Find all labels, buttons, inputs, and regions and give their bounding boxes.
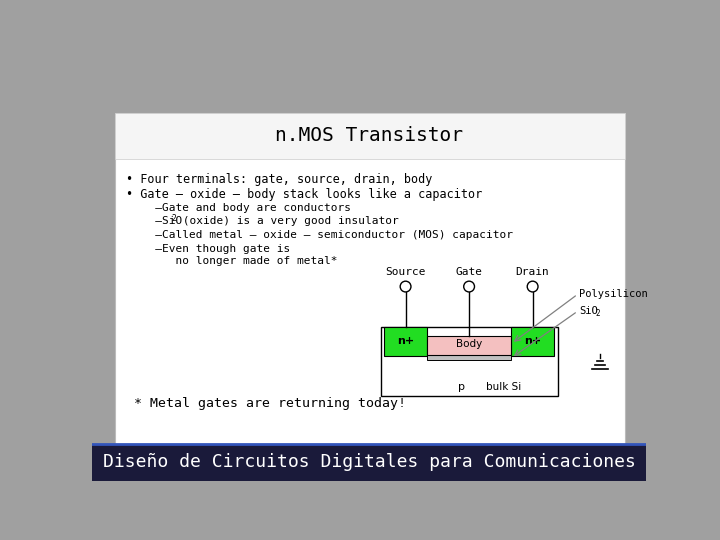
Text: –SiO: –SiO — [135, 217, 182, 226]
Circle shape — [527, 281, 538, 292]
Bar — [427, 336, 511, 355]
Text: Source: Source — [385, 267, 426, 278]
Text: no longer made of metal*: no longer made of metal* — [135, 256, 338, 266]
Text: Diseño de Circuitos Digitales para Comunicaciones: Diseño de Circuitos Digitales para Comun… — [102, 453, 636, 471]
Bar — [115, 112, 625, 159]
Text: 2: 2 — [595, 309, 600, 318]
Text: –Called metal – oxide – semiconductor (MOS) capacitor: –Called metal – oxide – semiconductor (M… — [135, 231, 513, 240]
Text: n+: n+ — [524, 336, 541, 346]
Text: • Four terminals: gate, source, drain, body: • Four terminals: gate, source, drain, b… — [126, 173, 432, 186]
Bar — [115, 112, 625, 459]
Text: 2: 2 — [171, 214, 176, 223]
Bar — [381, 327, 558, 396]
Bar — [384, 327, 427, 356]
Bar — [92, 444, 647, 481]
Text: • Gate – oxide – body stack looks like a capacitor: • Gate – oxide – body stack looks like a… — [126, 188, 482, 201]
Text: p: p — [458, 382, 465, 392]
Text: Body: Body — [456, 339, 482, 348]
Text: –Gate and body are conductors: –Gate and body are conductors — [135, 202, 351, 213]
Circle shape — [464, 281, 474, 292]
Text: SiO: SiO — [579, 306, 598, 316]
Text: Gate: Gate — [456, 267, 482, 278]
Text: n+: n+ — [397, 336, 414, 346]
Text: * Metal gates are returning today!: * Metal gates are returning today! — [126, 397, 405, 410]
Circle shape — [400, 281, 411, 292]
Text: Polysilicon: Polysilicon — [579, 289, 648, 299]
Bar — [511, 327, 554, 356]
Bar — [427, 355, 511, 361]
Text: n.MOS Transistor: n.MOS Transistor — [275, 126, 463, 145]
Text: –Even though gate is: –Even though gate is — [135, 244, 290, 254]
Text: (oxide) is a very good insulator: (oxide) is a very good insulator — [176, 217, 400, 226]
Text: Drain: Drain — [516, 267, 549, 278]
Text: bulk Si: bulk Si — [486, 382, 521, 392]
